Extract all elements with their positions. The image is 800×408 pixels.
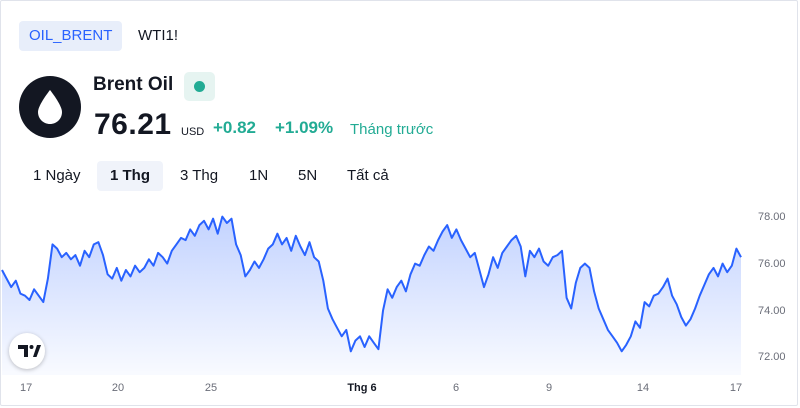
x-axis: 17 20 25 Thg 6 6 9 14 17	[20, 382, 742, 394]
oil-drop-icon	[19, 76, 81, 138]
y-axis: 78.00 76.00 74.00 72.00	[758, 211, 786, 363]
market-status-dot-icon	[194, 81, 205, 92]
y-tick-label: 74.00	[758, 305, 786, 317]
instrument-name: Brent Oil	[93, 74, 174, 95]
x-tick-label: 25	[205, 382, 217, 394]
range-1-month[interactable]: 1 Thg	[97, 161, 163, 191]
y-tick-label: 72.00	[758, 351, 786, 363]
x-tick-label: 14	[637, 382, 649, 394]
market-status-badge[interactable]	[184, 72, 215, 101]
x-tick-label: 20	[112, 382, 124, 394]
price-change: +0.82	[213, 118, 257, 137]
x-tick-label: 9	[546, 382, 552, 394]
price-area-fill	[2, 216, 741, 375]
range-5-year[interactable]: 5N	[298, 167, 318, 184]
price-change-percent: +1.09%	[275, 118, 334, 137]
currency-label: USD	[181, 126, 205, 138]
price-chart[interactable]: 78.00 76.00 74.00 72.00 17 20 25 Thg 6 6…	[0, 200, 800, 400]
price-series-line	[1, 215, 742, 353]
x-tick-label: 6	[453, 382, 459, 394]
y-tick-label: 78.00	[758, 211, 786, 223]
change-period-label: Tháng trước	[350, 121, 434, 138]
x-tick-label: 17	[20, 382, 32, 394]
last-price: 76.21	[94, 108, 172, 141]
x-tick-label: Thg 6	[347, 382, 376, 394]
range-all[interactable]: Tất cả	[347, 167, 389, 184]
range-1-year[interactable]: 1N	[249, 167, 269, 184]
y-tick-label: 76.00	[758, 258, 786, 270]
tab-wti1[interactable]: WTI1!	[138, 27, 178, 44]
range-1-day[interactable]: 1 Ngày	[33, 167, 81, 184]
tab-oil-brent[interactable]: OIL_BRENT	[19, 21, 123, 51]
x-tick-label: 17	[730, 382, 742, 394]
tradingview-logo-icon[interactable]	[9, 333, 45, 369]
range-3-month[interactable]: 3 Thg	[180, 167, 219, 184]
